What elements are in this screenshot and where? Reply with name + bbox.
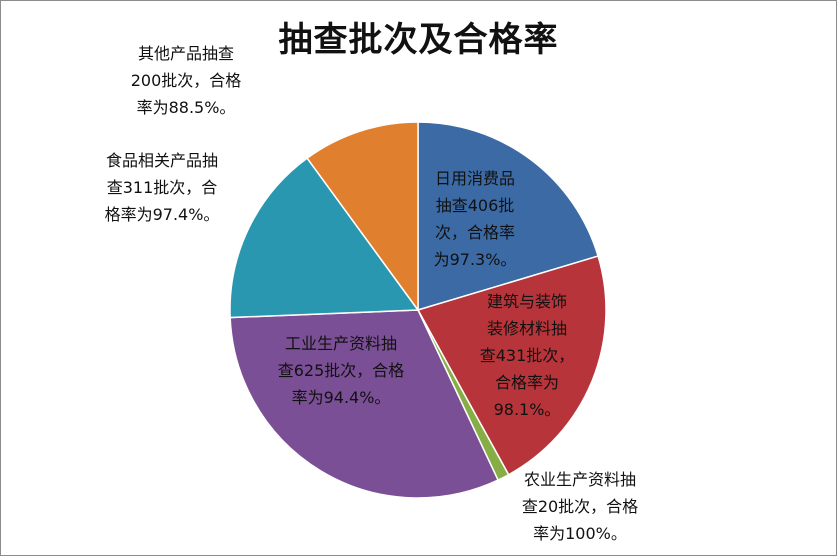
- slice-label-agricultural-materials: 农业生产资料抽 查20批次，合格 率为100%。: [521, 470, 639, 543]
- pie-slice-1: [416, 255, 607, 476]
- pie-slice-5: [306, 121, 419, 313]
- pie-slice-4: [229, 157, 420, 319]
- slice-label-building-materials: 建筑与装饰 装修材料抽 查431批次， 合格率为 98.1%。: [479, 292, 575, 419]
- slice-label-other-products: 其他产品抽查 200批次，合格 率为88.5%。: [130, 44, 242, 117]
- pie-slice-0: [417, 121, 600, 312]
- slice-label-food-related: 食品相关产品抽 查311批次，合 格率为97.4%。: [104, 151, 220, 224]
- pie-slice-3: [229, 309, 500, 499]
- slice-label-daily-consumer-goods: 日用消费品 抽查406批 次，合格率 为97.3%。: [433, 169, 517, 269]
- chart-title: 抽查批次及合格率: [278, 20, 559, 60]
- slice-label-industrial-materials: 工业生产资料抽 查625批次，合格 率为94.4%。: [277, 334, 405, 407]
